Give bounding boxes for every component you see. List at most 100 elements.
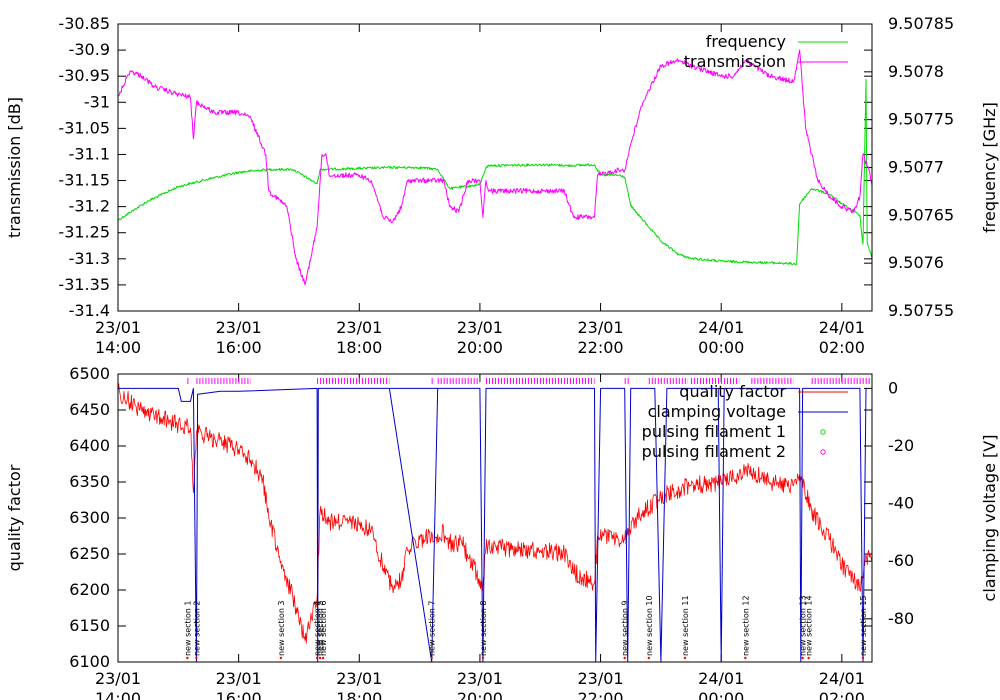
x-tick-time: 02:00 bbox=[819, 689, 865, 700]
x-tick-date: 23/01 bbox=[336, 318, 382, 337]
y-axis-label: transmission [dB] bbox=[5, 97, 24, 238]
y2-tick-label: 9.50775 bbox=[888, 110, 954, 129]
y2-tick-label: 9.50765 bbox=[888, 205, 954, 224]
y-tick-label: 6150 bbox=[69, 616, 110, 635]
section-marker bbox=[315, 656, 319, 660]
x-tick-time: 14:00 bbox=[95, 338, 141, 357]
legend-marker bbox=[820, 449, 826, 455]
section-marker bbox=[807, 656, 810, 660]
legend-marker bbox=[820, 429, 826, 435]
y-axis-label: quality factor bbox=[5, 464, 24, 571]
legend-label: quality factor bbox=[679, 382, 786, 401]
x-tick-date: 23/01 bbox=[336, 669, 382, 688]
y-tick-label: -31 bbox=[84, 92, 110, 111]
x-tick-time: 16:00 bbox=[216, 689, 262, 700]
y-tick-label: -31.3 bbox=[69, 249, 110, 268]
x-tick-time: 14:00 bbox=[95, 689, 141, 700]
section-annotation: new section 5 bbox=[316, 600, 325, 656]
y-tick-label: -31.35 bbox=[58, 275, 110, 294]
x-tick-date: 23/01 bbox=[95, 669, 141, 688]
plot-frame bbox=[117, 23, 873, 312]
section-annotation: new section 9 bbox=[621, 600, 630, 656]
section-marker bbox=[195, 656, 198, 660]
x-tick-date: 23/01 bbox=[216, 669, 262, 688]
x-tick-time: 00:00 bbox=[698, 338, 744, 357]
section-marker bbox=[744, 656, 747, 660]
x-tick-date: 24/01 bbox=[698, 318, 744, 337]
section-annotation: new section 6 bbox=[319, 600, 328, 656]
section-annotation: new section 14 bbox=[805, 595, 814, 656]
x-tick-date: 23/01 bbox=[457, 669, 503, 688]
section-annotation: new section 12 bbox=[741, 595, 750, 656]
x-tick-date: 24/01 bbox=[819, 669, 865, 688]
y-tick-label: 6300 bbox=[69, 508, 110, 527]
legend-label: transmission bbox=[684, 52, 786, 71]
plot-frame bbox=[117, 373, 873, 663]
section-marker bbox=[321, 656, 325, 660]
section-marker bbox=[861, 656, 865, 660]
y2-tick-label: -20 bbox=[888, 436, 914, 455]
y2-tick-label: 9.50755 bbox=[888, 301, 954, 320]
y2-tick-label: -60 bbox=[888, 551, 914, 570]
section-annotation: new section 1 bbox=[183, 600, 192, 656]
section-marker bbox=[623, 656, 626, 660]
y-tick-label: -31.4 bbox=[69, 301, 110, 320]
section-marker bbox=[647, 656, 651, 660]
y-tick-label: -31.1 bbox=[69, 144, 110, 163]
plot-area bbox=[118, 49, 872, 286]
x-tick-time: 22:00 bbox=[578, 338, 624, 357]
y-tick-label: 6400 bbox=[69, 436, 110, 455]
y2-axis-label: clamping voltage [V] bbox=[980, 435, 999, 602]
x-tick-date: 23/01 bbox=[457, 318, 503, 337]
x-tick-time: 18:00 bbox=[336, 689, 382, 700]
x-tick-date: 23/01 bbox=[578, 318, 624, 337]
series-line-quality-factor bbox=[118, 383, 872, 644]
x-tick-date: 23/01 bbox=[95, 318, 141, 337]
y-tick-label: -30.9 bbox=[69, 40, 110, 59]
section-marker bbox=[430, 656, 433, 660]
x-tick-time: 20:00 bbox=[457, 338, 503, 357]
section-annotation: new section 8 bbox=[479, 600, 488, 656]
section-marker bbox=[279, 656, 283, 660]
x-tick-time: 02:00 bbox=[819, 338, 865, 357]
section-annotation: new section 7 bbox=[428, 600, 437, 656]
section-annotation: new section 10 bbox=[645, 595, 654, 656]
y2-tick-label: -80 bbox=[888, 609, 914, 628]
section-marker bbox=[318, 656, 322, 660]
y2-tick-label: 9.50785 bbox=[888, 14, 954, 33]
y2-tick-label: -40 bbox=[888, 494, 914, 513]
section-annotation: new section 3 bbox=[277, 600, 286, 656]
section-marker bbox=[801, 656, 804, 660]
section-annotation: new section 2 bbox=[192, 600, 201, 656]
x-tick-time: 16:00 bbox=[216, 338, 262, 357]
legend-label: frequency bbox=[706, 32, 786, 51]
y2-tick-label: 0 bbox=[888, 378, 898, 397]
y-tick-label: -31.2 bbox=[69, 197, 110, 216]
y-tick-label: 6100 bbox=[69, 652, 110, 671]
y-tick-label: -31.05 bbox=[58, 118, 110, 137]
x-tick-time: 00:00 bbox=[698, 689, 744, 700]
x-tick-date: 24/01 bbox=[698, 669, 744, 688]
y-tick-label: 6450 bbox=[69, 400, 110, 419]
y-tick-label: 6250 bbox=[69, 544, 110, 563]
section-marker bbox=[186, 656, 189, 660]
series-line-transmission bbox=[118, 49, 872, 286]
x-tick-date: 24/01 bbox=[819, 318, 865, 337]
y2-tick-label: 9.5077 bbox=[888, 158, 944, 177]
y-tick-label: 6350 bbox=[69, 472, 110, 491]
section-annotation: new section 15 bbox=[859, 595, 868, 656]
section-marker bbox=[683, 656, 687, 660]
top-panel: -30.85 -30.9 -30.95 -31 -31.05 -31.1 -31.15 -31… bbox=[5, 14, 999, 357]
legend-label: pulsing filament 1 bbox=[642, 422, 786, 441]
y-tick-label: -31.25 bbox=[58, 223, 110, 242]
y-tick-label: 6500 bbox=[69, 364, 110, 383]
legend-label: pulsing filament 2 bbox=[642, 442, 786, 461]
plot-area bbox=[118, 378, 872, 662]
series-line-frequency bbox=[118, 79, 872, 266]
section-marker bbox=[481, 656, 485, 660]
y-tick-label: 6200 bbox=[69, 580, 110, 599]
y2-tick-label: 9.5078 bbox=[888, 62, 944, 81]
